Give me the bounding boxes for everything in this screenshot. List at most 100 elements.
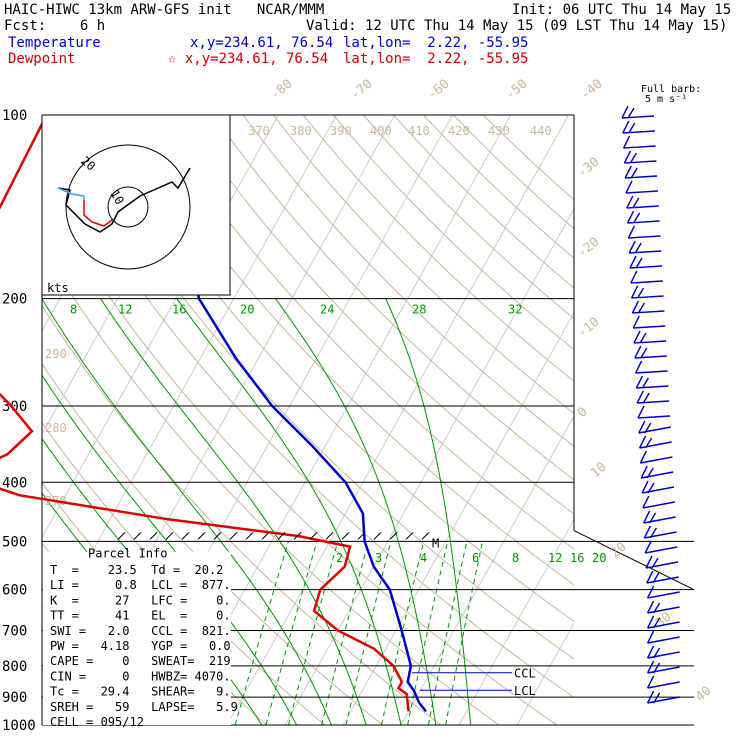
freezing-hatch <box>213 532 222 540</box>
pressure-tick-label: 1000 <box>2 718 36 734</box>
isotherm-line <box>284 207 574 725</box>
theta-e-label: 440 <box>530 124 552 138</box>
wind-barb-flag <box>625 180 633 194</box>
mixing-ratio-label: 12 <box>118 303 132 317</box>
wind-barb <box>626 195 659 209</box>
wind-barb <box>633 330 667 344</box>
wind-barb <box>644 540 678 554</box>
dewpoint-latlon: lat,lon= 2.22, -55.95 <box>343 51 529 67</box>
wind-barb-staff <box>625 190 659 194</box>
wind-barb-staff <box>637 415 671 419</box>
freezing-hatch <box>261 532 270 540</box>
dry-adiabat-label: -60 <box>425 76 453 103</box>
hodograph-ring-label: 10 <box>107 188 126 208</box>
wind-barb-flag <box>638 420 646 434</box>
wind-barb-flag <box>638 435 647 449</box>
wind-barb-flag <box>630 285 639 299</box>
wind-barb-flag <box>646 585 655 599</box>
wind-barb <box>625 180 659 194</box>
wind-barb-staff <box>628 235 661 239</box>
pressure-tick-label: 600 <box>2 583 27 599</box>
dry-adiabat-label: -80 <box>268 76 296 103</box>
wind-barb <box>639 450 673 464</box>
dry-adiabat <box>42 304 442 725</box>
mixing-ratio-label: 32 <box>508 303 522 317</box>
isotherm-line <box>400 415 574 725</box>
forecast-hour: Fcst: 6 h <box>4 18 106 34</box>
freezing-hatch <box>309 532 318 540</box>
wind-barb-flag <box>644 437 653 449</box>
wind-barb <box>646 645 680 659</box>
wind-barb <box>645 555 679 569</box>
theta-e-label: 430 <box>488 124 510 138</box>
dry-adiabat-right-label: 20 <box>608 540 630 562</box>
wind-barb-staff <box>622 130 655 134</box>
mixing-ratio-line <box>345 541 392 725</box>
pressure-tick-label: 200 <box>2 292 27 308</box>
hodograph-trace-black <box>57 167 191 233</box>
dewpoint-line <box>0 114 410 712</box>
dry-adiabat <box>302 115 574 382</box>
freezing-hatch <box>373 532 382 540</box>
wind-barb-staff <box>629 265 663 269</box>
wind-barb-staff <box>647 606 680 614</box>
wind-barb-flag <box>646 660 655 674</box>
parcel-info-row: TT = 41 EL = 0. <box>50 609 231 623</box>
mixing-ratio-low-label: 6 <box>472 551 479 565</box>
dry-adiabat <box>42 130 574 699</box>
freezing-hatch <box>277 532 286 540</box>
dewpoint-xy: ☆ x,y=234.61, 76.54 <box>168 51 329 67</box>
hodograph-trace-cyan <box>57 187 85 200</box>
wind-barb-flag <box>652 602 661 614</box>
parcel-info-row: CELL = 095/12 <box>50 715 144 729</box>
wind-barb-flag <box>630 270 638 284</box>
mixing-ratio-label: 28 <box>412 303 426 317</box>
mixing-ratio-low-label: 12 <box>548 551 562 565</box>
wind-barb-flag <box>631 300 640 314</box>
isotherm-line <box>458 518 574 725</box>
freezing-hatch <box>293 532 302 540</box>
wind-barb <box>640 465 674 479</box>
wind-barb-staff <box>626 205 659 209</box>
wind-barb-flag <box>629 152 638 164</box>
freezing-hatch <box>341 532 350 540</box>
hodograph-ring-outer <box>65 144 191 270</box>
wind-barb-staff <box>633 340 667 344</box>
theta-e-left-label: 280 <box>45 421 67 435</box>
wind-barb-flag <box>626 210 635 224</box>
wind-barb <box>630 285 664 299</box>
theta-e-label: 420 <box>448 124 470 138</box>
wind-barb-staff <box>623 145 656 149</box>
wind-barb-flag <box>646 600 655 614</box>
parcel-info-row: CIN = 0 HWBZ= 4070. <box>50 669 231 683</box>
wind-barb-flag <box>630 167 638 179</box>
mixing-ratio-low-label: 20 <box>592 551 606 565</box>
isotherm-line <box>226 115 570 725</box>
wind-barb-flag <box>632 315 640 329</box>
wind-barb-flag <box>643 525 652 539</box>
wind-barb <box>642 495 675 509</box>
melting-level-label: M <box>432 536 439 550</box>
wind-barb-flag <box>628 122 636 134</box>
dry-adiabat <box>272 115 574 415</box>
parcel-info-row: LI = 0.8 LCL = 877. <box>50 578 231 592</box>
wind-barb-flag <box>642 495 650 509</box>
wind-barb-staff <box>640 456 673 464</box>
wind-barb-staff <box>641 486 675 494</box>
wind-barb-flag <box>652 662 661 674</box>
dry-adiabat <box>42 246 499 725</box>
freezing-hatch <box>389 532 398 540</box>
wind-barb-flag <box>622 120 630 134</box>
temperature-line <box>182 114 427 713</box>
wind-barb-flag <box>632 197 640 209</box>
moist-adiabat <box>275 298 437 725</box>
wind-barb <box>622 120 655 134</box>
freezing-hatch <box>117 532 126 540</box>
mixing-ratio-low-label: 8 <box>512 551 519 565</box>
wind-barb-flag <box>629 255 637 269</box>
mixing-ratio-line <box>234 541 289 725</box>
wind-barb-staff <box>647 621 680 629</box>
wind-barb <box>626 210 660 224</box>
wind-barb <box>637 405 671 419</box>
wind-barb-staff <box>634 355 667 359</box>
